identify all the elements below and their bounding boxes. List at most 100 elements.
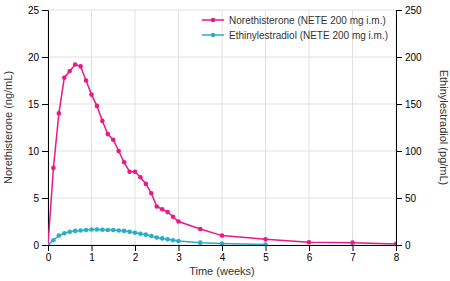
tick-mark [135,245,136,251]
axis-line [49,246,397,252]
point [127,230,132,235]
tick-mark [42,10,48,11]
marks [48,62,396,245]
point [133,230,138,235]
tick: 200 [396,52,422,63]
grid-line [178,10,179,245]
tick-label: 8 [394,252,400,263]
grid-line [352,10,353,245]
point [111,228,116,233]
tick-label: 200 [405,52,422,63]
tick-label: 150 [405,99,422,110]
point [78,64,83,69]
grid-line [91,10,92,245]
tick-mark [396,198,402,199]
tick: 4 [220,245,226,263]
tick: 20 [28,52,48,63]
point [100,227,105,232]
tick-label: 15 [28,99,40,110]
point [154,204,159,209]
tick-label: 0 [46,252,52,263]
tick-label: 20 [28,52,40,63]
tick-mark [396,57,402,58]
chart: 0123456780510152025050100150200250Noreth… [0,0,450,281]
tick-label: 50 [405,193,417,204]
tick-label: 3 [176,252,182,263]
point [198,240,203,245]
point [263,237,268,242]
point [220,241,225,245]
point [78,228,83,233]
tick: 10 [28,146,48,157]
grid-line [48,198,396,199]
point [144,232,149,237]
legend-marker [211,33,216,38]
tick-mark [396,104,402,105]
point [165,210,170,215]
point [138,231,143,236]
grid-line [135,10,136,245]
tick-label: 250 [405,5,422,16]
point [154,235,159,240]
point [106,228,111,233]
point [138,175,143,180]
tick-label: 0 [33,240,39,251]
point [62,75,67,80]
grid-line [309,10,310,245]
point [394,242,396,245]
point [122,160,127,165]
legend-marker [211,18,216,23]
point [89,92,94,97]
tick: 250 [396,5,422,16]
point [220,233,225,238]
point [171,238,176,243]
tick-mark [396,245,402,246]
point [171,215,176,220]
point [51,166,56,171]
grid-line [265,10,266,245]
legend: Norethisterone (NETE 200 mg i.m.) Ethinyl… [202,15,388,41]
point [149,234,154,239]
point [160,207,165,212]
x-axis: 012345678 [46,245,400,263]
tick: 150 [396,99,422,110]
y-axis: 0510152025 [28,5,49,251]
tick-mark [42,151,48,152]
tick: 15 [28,99,48,110]
legend-item: Norethisterone (NETE 200 mg i.m.) [202,15,386,26]
tick-mark [222,245,223,251]
tick: 5 [263,245,269,263]
tick: 50 [396,193,417,204]
tick-label: 7 [350,252,356,263]
axis-line [42,11,49,246]
point [111,137,116,142]
point [106,132,111,137]
legend-item: Ethinylestradiol (NETE 200 mg i.m.) [202,30,388,41]
point [198,227,203,232]
tick-mark [42,245,48,246]
tick-mark [42,198,48,199]
tick-mark [92,245,93,251]
tick: 8 [394,245,400,263]
point [51,238,56,243]
point [144,182,149,187]
tick-label: 0 [405,240,411,251]
tick-mark [266,245,267,251]
line [48,65,396,245]
point [67,230,72,235]
tick: 0 [46,245,52,263]
x-axis-title: Time (weeks) [189,265,255,277]
point [307,240,312,245]
plot: 0123456780510152025050100150200250Noreth… [28,5,422,263]
y2-axis: 050100150200250 [396,5,422,251]
point [176,239,181,244]
grid-line [48,57,396,58]
point [116,149,121,154]
tick-label: 2 [133,252,139,263]
point [62,231,67,236]
axis-line [397,11,403,246]
tick-mark [353,245,354,251]
tick-label: 5 [263,252,269,263]
tick: 6 [307,245,313,263]
tick: 25 [28,5,48,16]
